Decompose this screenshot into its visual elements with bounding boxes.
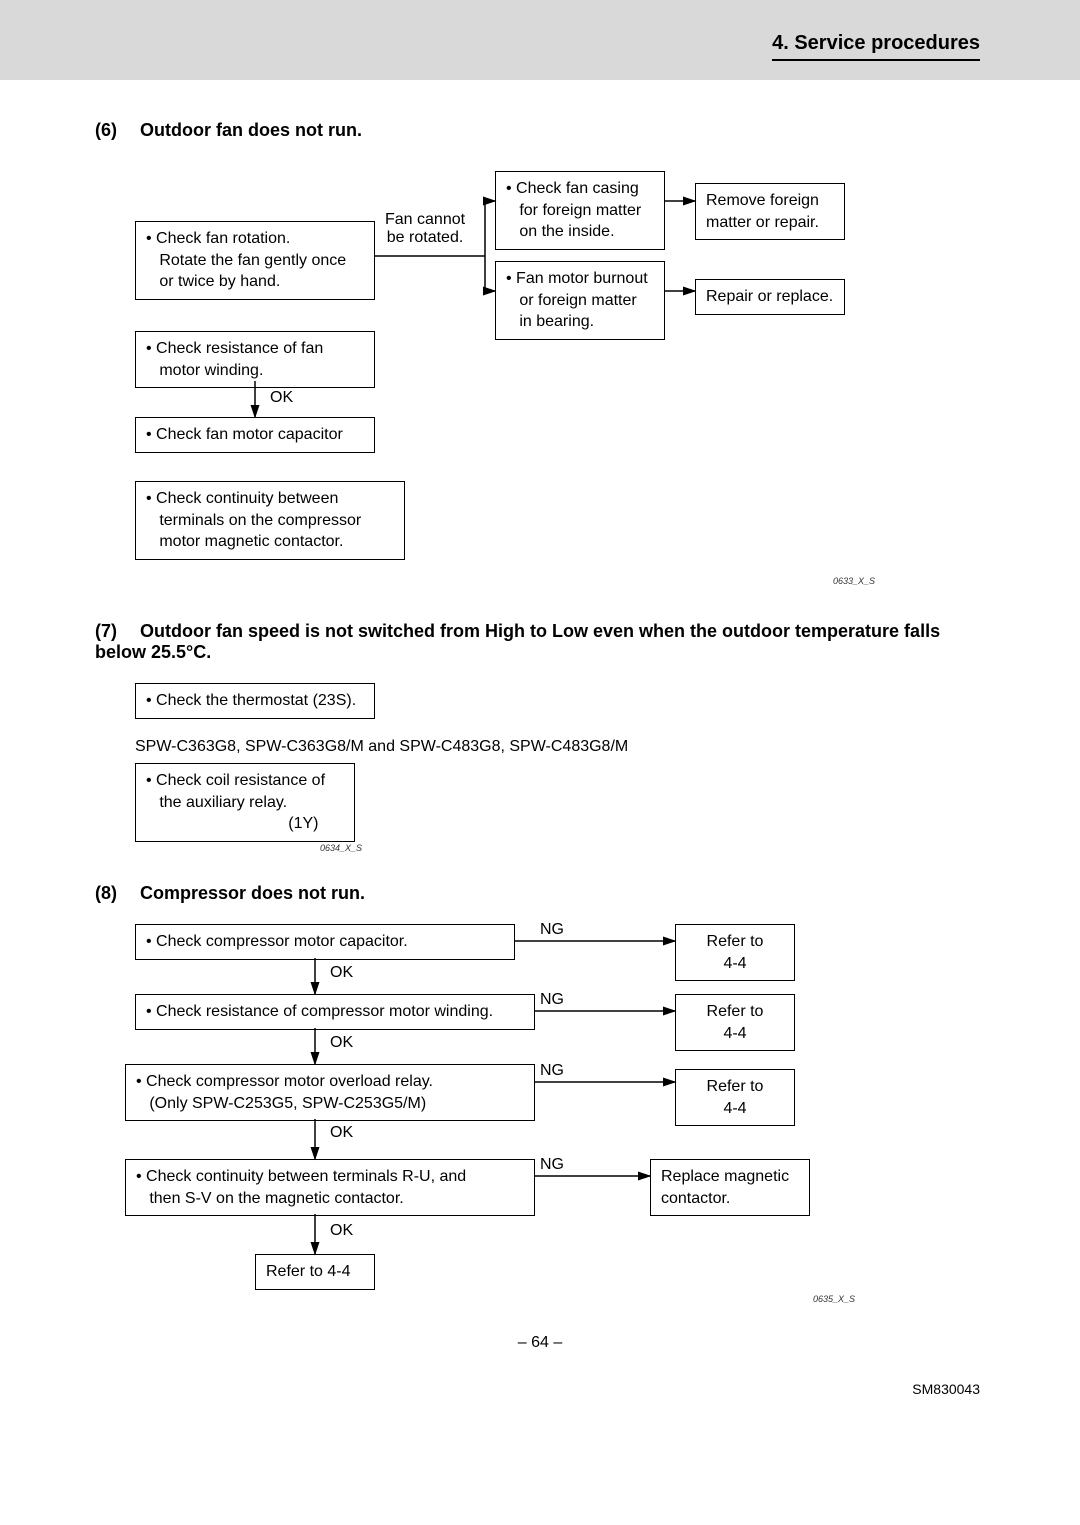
section7-title: Outdoor fan speed is not switched from H… xyxy=(95,621,940,662)
section6-diagram: • Check fan rotation. Rotate the fan gen… xyxy=(95,161,985,621)
chapter-title: 4. Service procedures xyxy=(772,32,980,61)
box-thermostat: • Check the thermostat (23S). xyxy=(135,683,375,719)
ref-code-2: 0634_X_S xyxy=(320,843,362,853)
page-number: – 64 – xyxy=(95,1334,985,1352)
section7-diagram: • Check the thermostat (23S). SPW-C363G8… xyxy=(95,683,985,873)
section8-heading: (8) Compressor does not run. xyxy=(95,883,985,904)
page-header: 4. Service procedures xyxy=(0,0,1080,80)
section6-title: Outdoor fan does not run. xyxy=(140,120,362,140)
section8-connectors xyxy=(95,924,855,1304)
section8-number: (8) xyxy=(95,883,135,904)
ref-code-1: 0633_X_S xyxy=(833,576,875,586)
section6-connectors xyxy=(95,161,895,581)
section7-number: (7) xyxy=(95,621,135,642)
section8-title: Compressor does not run. xyxy=(140,883,365,903)
section6-heading: (6) Outdoor fan does not run. xyxy=(95,120,985,141)
ref-code-3: 0635_X_S xyxy=(813,1294,855,1304)
model-line: SPW-C363G8, SPW-C363G8/M and SPW-C483G8,… xyxy=(135,738,628,756)
page-content: (6) Outdoor fan does not run. • Check fa… xyxy=(0,80,1080,1392)
box-coil: • Check coil resistance of the auxiliary… xyxy=(135,763,355,842)
section7-heading: (7) Outdoor fan speed is not switched fr… xyxy=(95,621,985,663)
section6-number: (6) xyxy=(95,120,135,141)
doc-code: SM830043 xyxy=(912,1381,980,1397)
section8-diagram: • Check compressor motor capacitor. • Ch… xyxy=(95,924,985,1324)
